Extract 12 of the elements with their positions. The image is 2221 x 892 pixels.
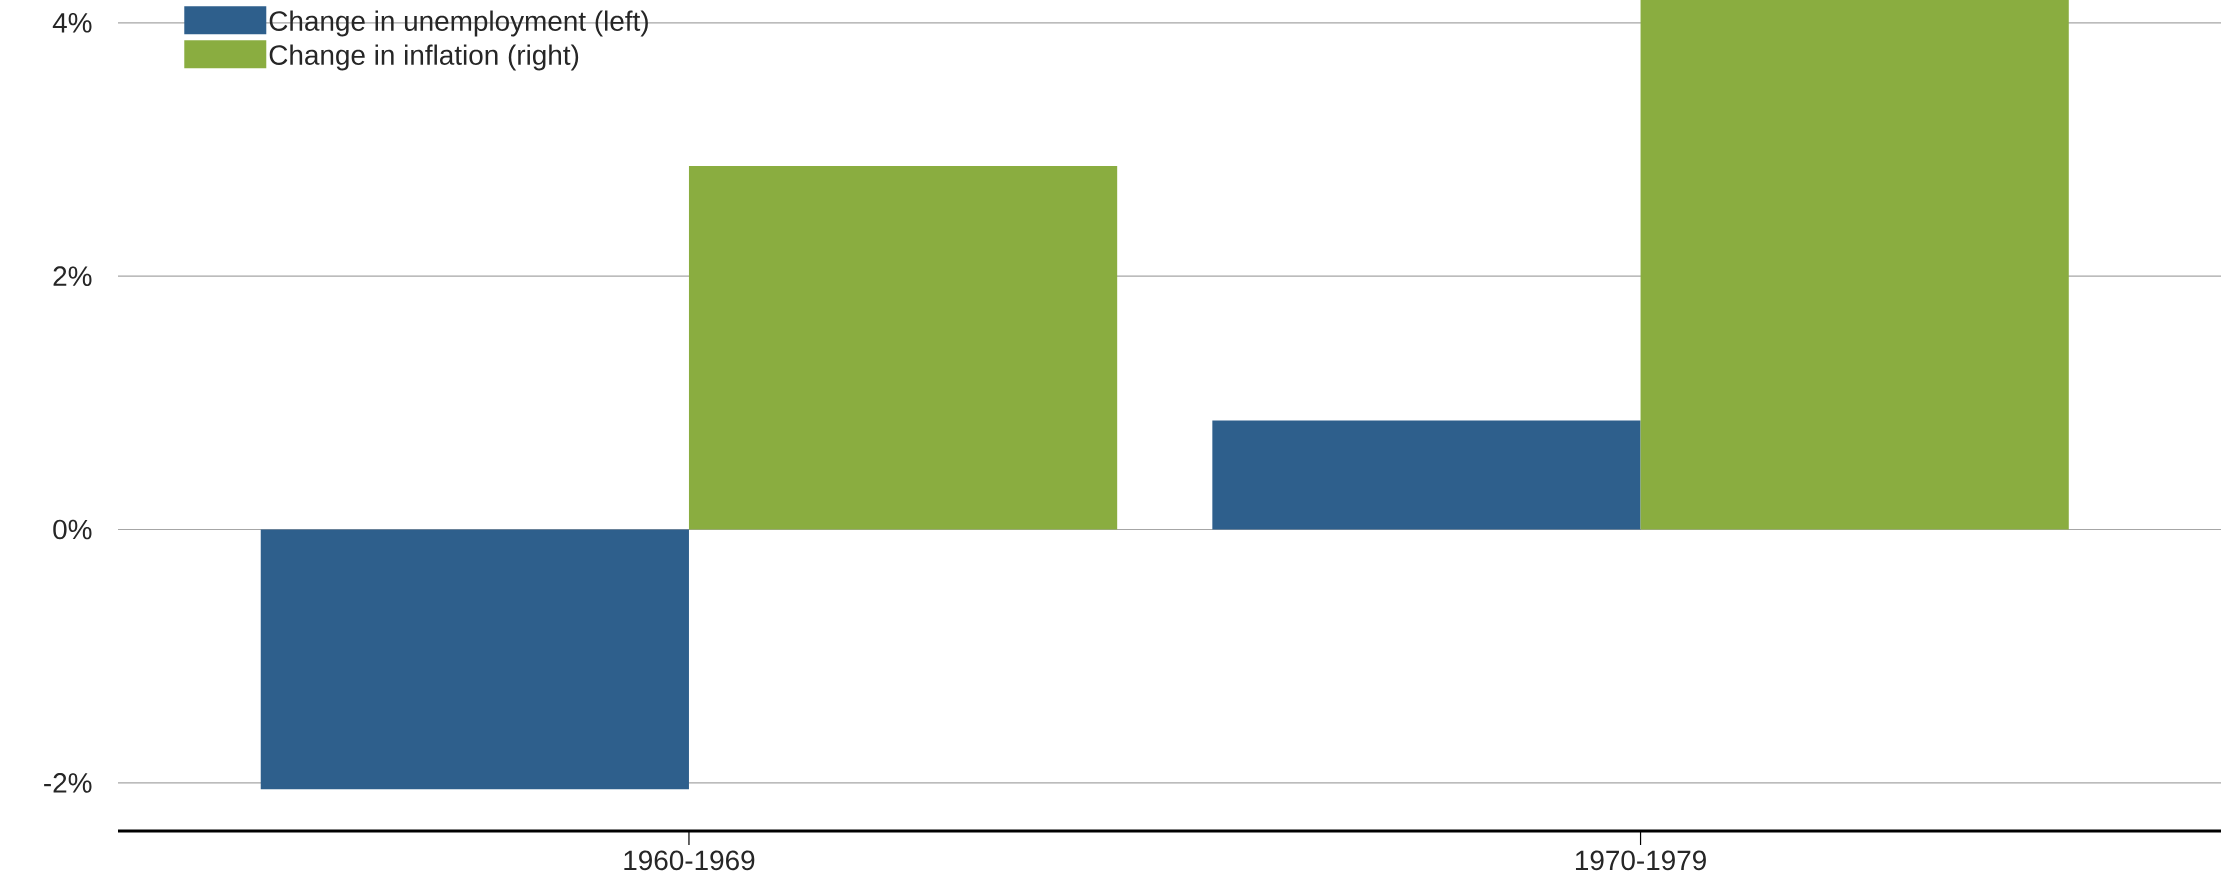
y-tick-label: 2% <box>53 266 92 286</box>
y-tick-label: -2% <box>44 773 92 793</box>
x-tick-label: 1970-1979 <box>1575 850 1706 871</box>
bar <box>688 165 1118 530</box>
y-tick-label: 0% <box>53 519 92 540</box>
bar <box>1212 420 1641 530</box>
legend-label: Change in inflation (right) <box>269 44 579 71</box>
bar <box>260 529 689 790</box>
bar <box>1640 0 2069 530</box>
x-tick-label: 1960-1969 <box>624 850 755 871</box>
legend-label: Change in unemployment (left) <box>269 10 648 37</box>
y-tick-label: 4% <box>52 13 92 33</box>
